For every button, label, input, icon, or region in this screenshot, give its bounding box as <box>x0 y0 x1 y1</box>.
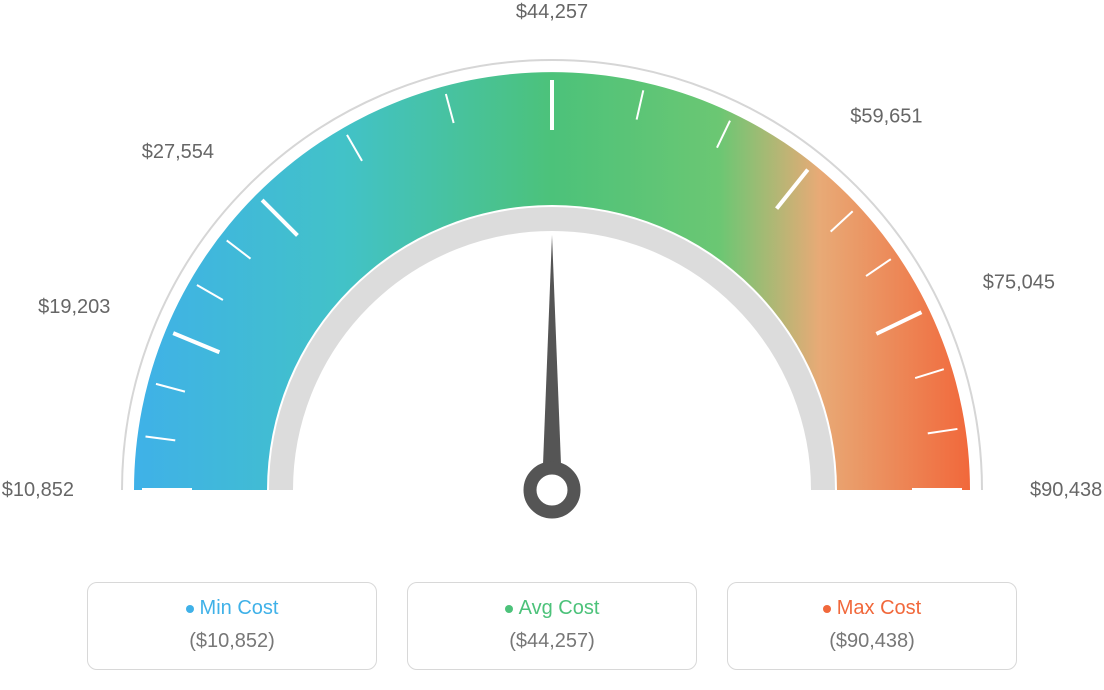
legend-label-avg: Avg Cost <box>505 597 600 620</box>
tick-label: $90,438 <box>1030 479 1102 501</box>
tick-label: $10,852 <box>2 479 74 501</box>
legend-value-avg: ($44,257) <box>418 630 686 653</box>
legend-label-max: Max Cost <box>823 597 921 620</box>
legend-label-min-text: Min Cost <box>200 597 279 620</box>
dot-icon <box>505 605 513 613</box>
tick-label: $75,045 <box>983 272 1055 294</box>
legend-value-max: ($90,438) <box>738 630 1006 653</box>
needle-hub <box>530 468 574 512</box>
legend-label-min: Min Cost <box>186 597 279 620</box>
needle <box>542 235 562 490</box>
tick-label: $27,554 <box>142 141 214 163</box>
legend-card-min: Min Cost ($10,852) <box>87 582 377 670</box>
legend-row: Min Cost ($10,852) Avg Cost ($44,257) Ma… <box>0 582 1104 670</box>
legend-card-max: Max Cost ($90,438) <box>727 582 1017 670</box>
gauge-svg: $10,852 $19,203 $27,554 $44,257 $59,651 $75,0… <box>0 0 1104 560</box>
legend-label-max-text: Max Cost <box>837 597 921 620</box>
tick-label: $44,257 <box>516 1 588 23</box>
dot-icon <box>823 605 831 613</box>
gauge-chart-container: $10,852 $19,203 $27,554 $44,257 $59,651 $75,0… <box>0 0 1104 690</box>
tick-label: $59,651 <box>850 105 922 127</box>
tick-label: $19,203 <box>38 296 110 318</box>
legend-label-avg-text: Avg Cost <box>519 597 600 620</box>
legend-value-min: ($10,852) <box>98 630 366 653</box>
dot-icon <box>186 605 194 613</box>
legend-card-avg: Avg Cost ($44,257) <box>407 582 697 670</box>
